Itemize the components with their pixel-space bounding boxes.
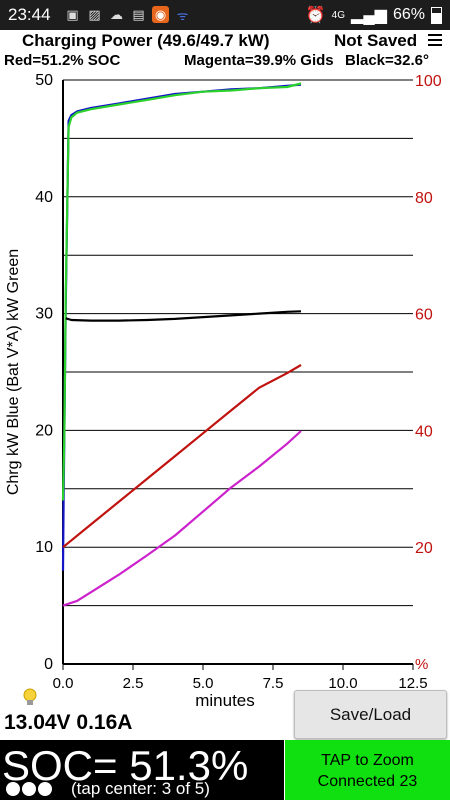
battery-icon <box>431 6 442 24</box>
save-status: Not Saved <box>334 31 418 50</box>
header-row-2: Red=51.2% SOC Magenta=39.9% Gids Black=3… <box>0 52 450 70</box>
x-tick-label: 10.0 <box>328 675 357 692</box>
y-tick-label: 50 <box>35 72 53 89</box>
status-notification-icons: ▣ ▨ ☁ ▤ ◉ ᯤ <box>64 6 191 23</box>
lightbulb-icon[interactable] <box>22 688 38 713</box>
y-tick-label: 0 <box>44 656 53 673</box>
page-dot <box>6 782 20 796</box>
gallery-icon: ▣ <box>66 6 79 22</box>
chart-title: Charging Power (49.6/49.7 kW) <box>22 31 270 50</box>
page-dots <box>6 782 52 796</box>
page-dot <box>22 782 36 796</box>
network-type: 4G <box>331 9 346 21</box>
gids-legend: Magenta=39.9% Gids <box>184 52 334 69</box>
soc-value: SOC= 51.3% <box>2 742 249 789</box>
x-axis-label: minutes <box>195 691 255 710</box>
header-row-1: Charging Power (49.6/49.7 kW) Not Saved <box>0 31 450 51</box>
soc-panel[interactable]: SOC= 51.3% (tap center: 3 of 5) <box>0 740 284 800</box>
y-axis-label: Chrg kW Blue (Bat V*A) kW Green <box>5 249 22 495</box>
calendar-icon: ▤ <box>132 6 145 22</box>
y-tick-label: 10 <box>35 539 53 556</box>
x-tick-label: 7.5 <box>263 675 284 692</box>
rss-icon: ᯤ <box>176 7 189 23</box>
zoom-label: TAP to Zoom <box>321 752 414 769</box>
y2-tick-label: 20 <box>415 540 433 557</box>
y2-tick-label: 100 <box>415 73 442 90</box>
x-tick-label: 2.5 <box>123 675 144 692</box>
alarm-icon: ⏰ <box>305 7 326 24</box>
y2-unit-label: % <box>415 656 428 673</box>
tap-to-zoom-button[interactable]: TAP to Zoom Connected 23 <box>285 740 450 800</box>
y-tick-label: 30 <box>35 306 53 323</box>
charging-chart[interactable]: 0.0 2.5 5.0 7.5 10.0 12.5 0 10 20 30 40 50 20 40 60 80 1… <box>0 68 450 716</box>
voltage-current-readout: 13.04V 0.16A <box>4 711 133 734</box>
series-line-1 <box>61 82 302 501</box>
status-time: 23:44 <box>8 5 51 24</box>
signal-icon: ▂▄▆ <box>351 7 387 24</box>
y2-tick-label: 40 <box>415 423 433 440</box>
series-line-2 <box>65 310 302 322</box>
y2-tick-label: 80 <box>415 190 433 207</box>
app-icon: ◉ <box>152 6 169 23</box>
y-tick-label: 40 <box>35 189 53 206</box>
battery-percent: 66% <box>392 6 425 23</box>
status-bar: 23:44 ▣ ▨ ☁ ▤ ◉ ᯤ ⏰ 4G ▂▄▆ 66% <box>0 0 450 30</box>
y2-tick-label: 60 <box>415 307 433 324</box>
x-tick-label: 5.0 <box>193 675 214 692</box>
tap-center-hint: (tap center: 3 of 5) <box>71 779 210 798</box>
cloud-icon: ☁ <box>110 6 123 22</box>
page-dot <box>38 782 52 796</box>
status-system-icons: ⏰ 4G ▂▄▆ 66% <box>306 5 442 25</box>
temp-legend: Black=32.6° <box>345 52 429 69</box>
image-icon: ▨ <box>88 6 101 22</box>
x-tick-label: 12.5 <box>398 675 427 692</box>
save-load-button[interactable]: Save/Load <box>294 690 447 739</box>
x-tick-label: 0.0 <box>53 675 74 692</box>
series-line-3 <box>62 364 302 549</box>
series-line-4 <box>62 430 302 607</box>
connection-status: Connected 23 <box>317 773 418 790</box>
y-tick-label: 20 <box>35 422 53 439</box>
menu-icon[interactable] <box>428 34 442 49</box>
soc-legend: Red=51.2% SOC <box>4 52 121 69</box>
series-line-0 <box>61 83 302 571</box>
